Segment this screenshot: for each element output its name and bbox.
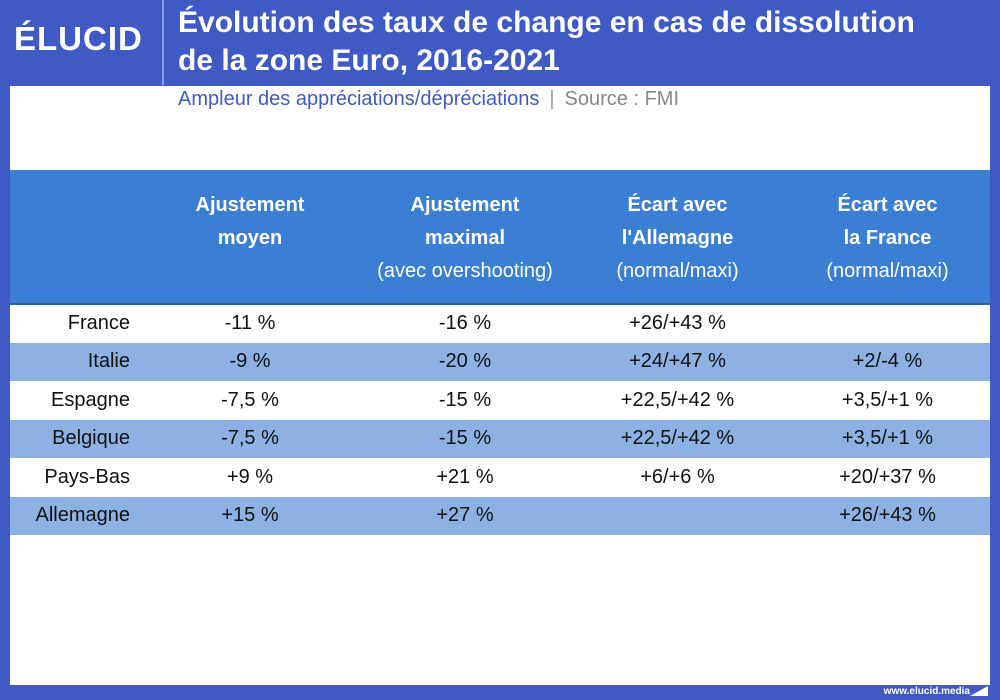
table-header-row: Ajustement moyen Ajustement maximal (avec o… (10, 170, 990, 304)
subtitle-text: Ampleur des appréciations/dépréciations (178, 88, 540, 110)
table-cell: -7,5 % (221, 427, 279, 450)
exchange-rate-table: Ajustement moyen Ajustement maximal (avec o… (10, 170, 990, 535)
header-text: Ajustement (410, 194, 520, 216)
header-col-1: Ajustement moyen (140, 170, 360, 304)
source-text: Source : FMI (564, 88, 680, 110)
content-panel: Ampleur des appréciations/dépréciations |… (10, 86, 990, 685)
header-text: Écart avec (627, 194, 728, 216)
table-cell: -20 % (438, 350, 492, 373)
table-cell (785, 304, 990, 343)
table-cell: +26/+43 % (629, 312, 726, 335)
header-text: moyen (217, 227, 283, 249)
header-text: (normal/maxi) (616, 260, 739, 282)
table-cell: +26/+43 % (839, 504, 936, 527)
table-row: Italie -9 % -20 % +24/+47 % +2/-4 % (10, 342, 990, 381)
page-title: Évolution des taux de change en cas de d… (178, 4, 915, 80)
header-text: l'Allemagne (621, 227, 734, 249)
country-label: Pays-Bas (44, 465, 130, 488)
table-cell: +24/+47 % (629, 350, 726, 373)
country-label: Belgique (52, 427, 130, 450)
title-line-2: de la zone Euro, 2016-2021 (178, 44, 560, 77)
header-empty (10, 170, 140, 304)
table-row: Belgique -7,5 % -15 % +22,5/+42 % +3,5/+1 % (10, 419, 990, 458)
table-row: Allemagne +15 % +27 % +26/+43 % (10, 496, 990, 536)
table-cell: +21 % (436, 465, 494, 488)
table-cell: -15 % (438, 388, 492, 411)
table-cell: +20/+37 % (839, 465, 936, 488)
table-cell: +3,5/+1 % (841, 427, 934, 450)
title-line-1: Évolution des taux de change en cas de d… (178, 6, 915, 39)
country-label: Italie (87, 350, 130, 373)
table-cell: +3,5/+1 % (841, 388, 934, 411)
table-cell: +9 % (226, 465, 274, 488)
table-cell: -15 % (438, 427, 492, 450)
header-text: (avec overshooting) (377, 260, 553, 282)
header-col-4: Écart avec la France (normal/maxi) (785, 170, 990, 304)
country-label: Espagne (51, 388, 130, 411)
elucid-logo: ÉLUCID (14, 20, 143, 57)
table-cell: +15 % (221, 504, 279, 527)
table-cell: -9 % (229, 350, 271, 373)
country-label: France (67, 312, 130, 335)
table-cell: +6/+6 % (640, 465, 715, 488)
table-row: Espagne -7,5 % -15 % +22,5/+42 % +3,5/+1 % (10, 381, 990, 420)
subtitle: Ampleur des appréciations/dépréciations |… (178, 88, 679, 111)
header-col-2: Ajustement maximal (avec overshooting) (360, 170, 570, 304)
header-col-3: Écart avec l'Allemagne (normal/maxi) (570, 170, 785, 304)
subtitle-separator: | (549, 88, 555, 110)
table-cell: -7,5 % (221, 388, 279, 411)
table-cell (570, 497, 785, 536)
table-row: Pays-Bas +9 % +21 % +6/+6 % +20/+37 % (10, 458, 990, 497)
footer-url: www.elucid.media (883, 686, 970, 697)
header-text: (normal/maxi) (826, 260, 949, 282)
country-label: Allemagne (35, 504, 130, 527)
header-text: maximal (424, 227, 506, 249)
table-cell: +22,5/+42 % (620, 427, 735, 450)
header-text: Écart avec (837, 194, 938, 216)
table-row: France -11 % -16 % +26/+43 % (10, 304, 990, 343)
header-text: Ajustement (195, 194, 305, 216)
header-divider (162, 0, 164, 85)
table-cell: +27 % (436, 504, 494, 527)
table-cell: -11 % (224, 312, 276, 335)
table-cell: +22,5/+42 % (620, 388, 735, 411)
flag-icon (970, 686, 988, 696)
table-cell: +2/-4 % (852, 350, 923, 373)
header-text: la France (843, 227, 932, 249)
table-cell: -16 % (438, 312, 492, 335)
